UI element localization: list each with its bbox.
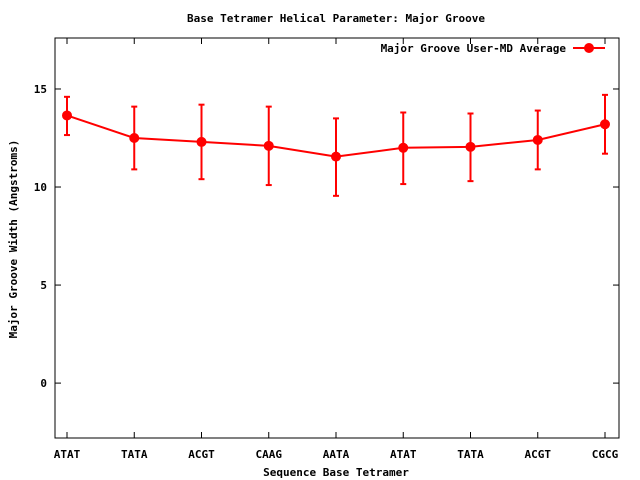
x-tick-label: ACGT [525,448,552,461]
data-point [532,134,543,145]
legend: Major Groove User-MD Average [381,42,605,55]
data-point [62,110,72,121]
data-point [129,133,140,143]
legend-label: Major Groove User-MD Average [381,42,567,55]
data-point [600,119,610,130]
x-tick-label: ATAT [54,448,81,461]
x-tick-label: TATA [457,448,484,461]
x-tick-label: CAAG [256,448,283,461]
chart-title: Base Tetramer Helical Parameter: Major G… [187,12,485,25]
data-point [331,151,341,162]
y-tick-label: 10 [34,181,47,194]
y-tick-label: 15 [34,83,47,96]
x-tick-label: CGCG [592,448,619,461]
data-point [465,141,476,152]
plot-frame [54,37,620,439]
x-tick-label: AATA [323,448,350,461]
data-point [398,142,409,153]
x-tick-label: ACGT [188,448,215,461]
legend-marker [584,43,594,53]
ticks-layer: 0 5 10 15 ATAT TATA ACGT CAAG AATA ATAT TATA ACGT CG… [34,38,619,461]
x-tick-label: ATAT [390,448,417,461]
y-axis-label: Major Groove Width (Angstroms) [7,140,20,339]
x-axis-label: Sequence Base Tetramer [263,466,409,479]
y-tick-label: 0 [40,377,47,390]
data-point [263,140,274,151]
y-tick-label: 5 [40,279,47,292]
series-layer [62,93,610,197]
data-point [196,136,207,147]
x-tick-label: TATA [121,448,148,461]
